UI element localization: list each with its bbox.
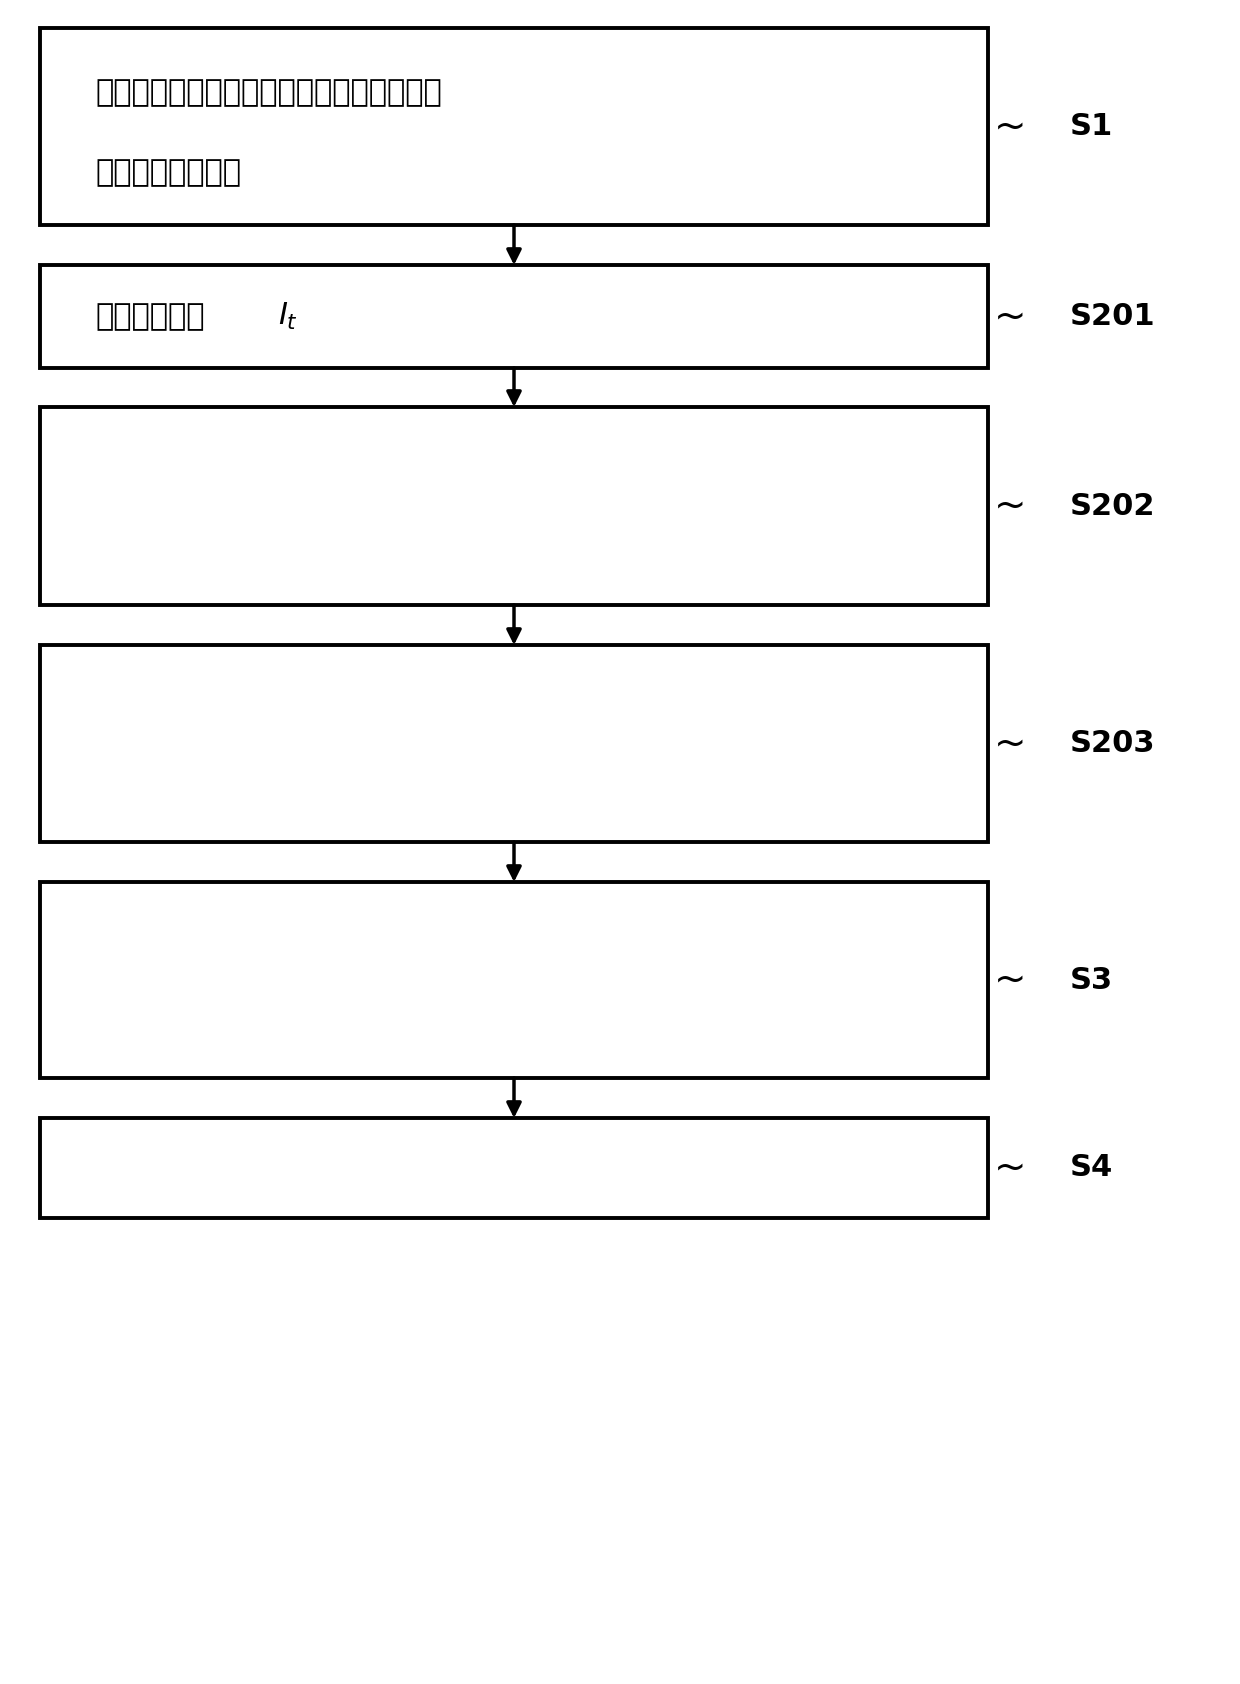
Text: ~: ~ [993, 298, 1027, 335]
Text: ~: ~ [993, 108, 1027, 145]
Bar [40, 1118, 988, 1218]
Bar [40, 29, 988, 226]
Bar [40, 264, 988, 369]
Bar [40, 882, 988, 1078]
Text: ~: ~ [993, 962, 1027, 999]
Text: S201: S201 [1070, 301, 1156, 332]
Text: S3: S3 [1070, 965, 1114, 995]
Text: 馈入端口激励: 馈入端口激励 [95, 301, 205, 332]
Text: ~: ~ [993, 487, 1027, 525]
Text: S1: S1 [1070, 113, 1114, 141]
Bar [40, 408, 988, 605]
Text: 方向图中心的位置: 方向图中心的位置 [95, 158, 241, 187]
Text: S4: S4 [1070, 1154, 1114, 1182]
Text: S202: S202 [1070, 492, 1156, 520]
Text: S203: S203 [1070, 729, 1156, 758]
Bar [40, 645, 988, 842]
Text: ~: ~ [993, 1148, 1027, 1187]
Text: 获得阵列天线的阵元的阵中方向图以及阵中: 获得阵列天线的阵元的阵中方向图以及阵中 [95, 79, 441, 108]
Text: $I_t$: $I_t$ [278, 301, 299, 332]
Text: ~: ~ [993, 724, 1027, 763]
